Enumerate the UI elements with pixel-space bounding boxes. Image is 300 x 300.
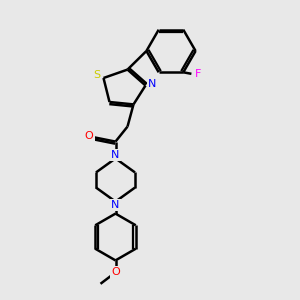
Text: F: F — [195, 69, 202, 79]
Text: O: O — [85, 131, 94, 141]
Text: N: N — [148, 79, 156, 89]
Text: S: S — [93, 70, 100, 80]
Text: N: N — [111, 150, 120, 160]
Text: O: O — [111, 267, 120, 278]
Text: N: N — [111, 200, 120, 210]
